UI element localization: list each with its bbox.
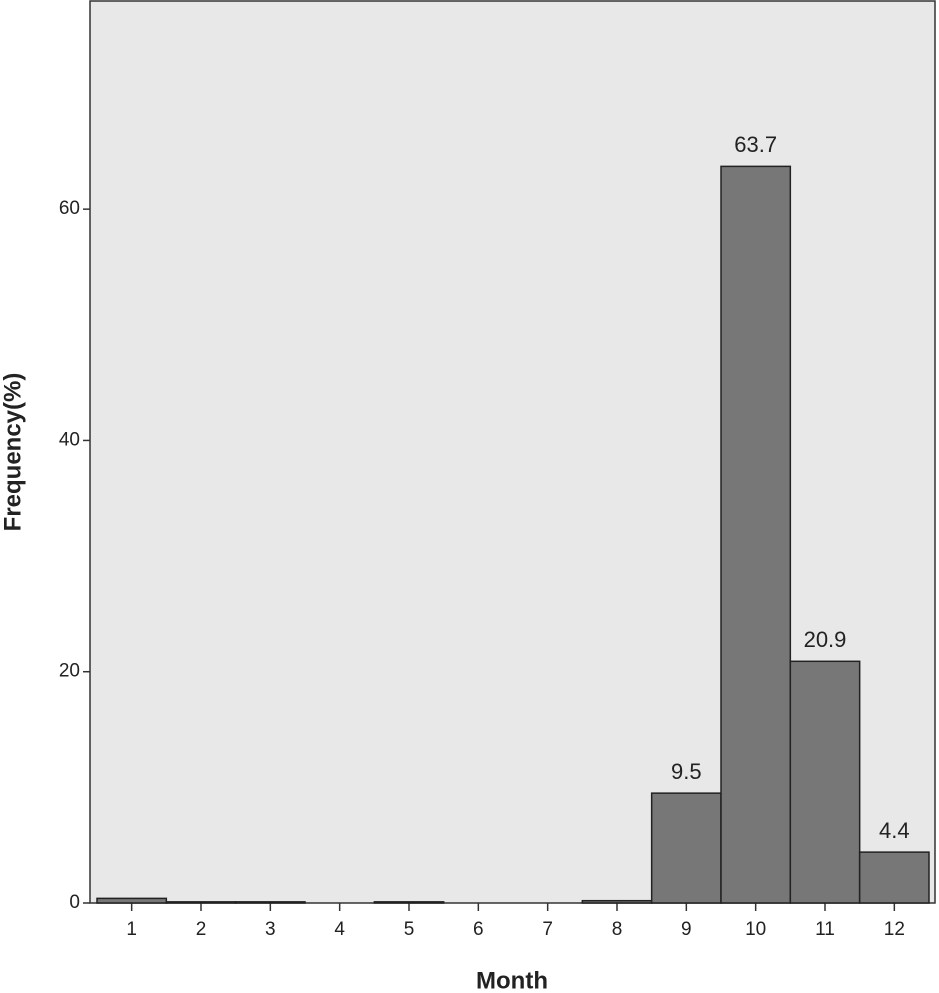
data-label: 20.9 xyxy=(804,627,847,652)
x-tick-label: 9 xyxy=(681,919,692,940)
y-tick-label: 40 xyxy=(59,429,80,450)
bar xyxy=(720,165,792,904)
x-tick-label: 12 xyxy=(884,919,905,940)
data-label: 9.5 xyxy=(671,759,702,784)
bar xyxy=(165,901,237,904)
y-tick-label: 20 xyxy=(59,661,80,682)
bar xyxy=(581,899,653,904)
data-label: 63.7 xyxy=(734,132,777,157)
bar xyxy=(789,660,861,904)
x-tick-label: 11 xyxy=(815,919,835,940)
x-tick-label: 7 xyxy=(542,919,553,940)
bar xyxy=(650,792,722,904)
x-tick-label: 4 xyxy=(334,919,345,940)
x-axis-label: Month xyxy=(476,967,548,993)
x-tick-label: 6 xyxy=(473,919,484,940)
x-tick-label: 8 xyxy=(612,919,623,940)
y-tick-label: 60 xyxy=(59,198,80,219)
bar xyxy=(234,901,306,904)
x-tick-label: 10 xyxy=(745,919,766,940)
data-label: 4.4 xyxy=(879,818,910,843)
y-tick-label: 0 xyxy=(69,892,80,913)
y-axis-label: Frequency(%) xyxy=(0,373,26,532)
x-tick-label: 3 xyxy=(265,919,276,940)
x-tick-label: 5 xyxy=(404,919,415,940)
bar xyxy=(858,851,930,904)
bar xyxy=(373,901,445,904)
x-tick-label: 1 xyxy=(126,919,137,940)
bar xyxy=(96,897,168,904)
x-tick-label: 2 xyxy=(196,919,207,940)
